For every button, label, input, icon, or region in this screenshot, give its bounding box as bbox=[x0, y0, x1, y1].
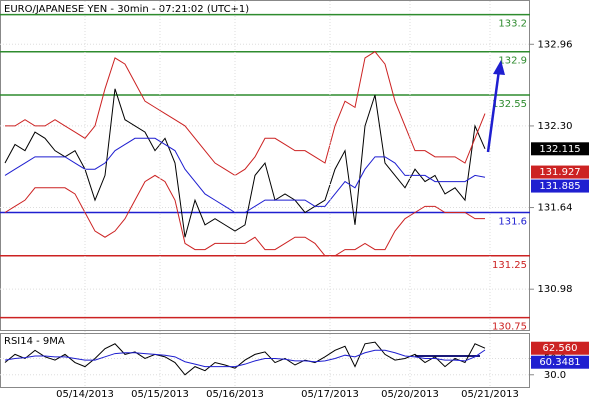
x-tick-label: 05/21/2013 bbox=[461, 389, 519, 400]
y-tick-label: 131.64 bbox=[538, 203, 573, 214]
chart-title: EURO/JAPANESE YEN - 30min - 07:21:02 (UT… bbox=[4, 4, 249, 15]
x-tick-label: 05/15/2013 bbox=[131, 389, 189, 400]
main-frame bbox=[0, 0, 530, 331]
value-box bbox=[531, 355, 589, 369]
arrow-shaft bbox=[486, 69, 501, 153]
x-tick-label: 05/17/2013 bbox=[301, 389, 359, 400]
series-line bbox=[4, 88, 486, 238]
rsi-title: RSI14 - 9MA bbox=[4, 336, 65, 347]
value-box-label: 62.560 bbox=[543, 343, 578, 354]
x-tick-label: 05/14/2013 bbox=[56, 389, 114, 400]
value-box bbox=[531, 179, 589, 193]
level-label: 131.25 bbox=[492, 260, 527, 271]
y-tick-label: 132.30 bbox=[538, 121, 573, 132]
y-tick-label: 130.98 bbox=[538, 284, 573, 295]
series-line bbox=[4, 137, 486, 213]
level-label: 132.9 bbox=[498, 56, 527, 67]
level-label: 130.75 bbox=[492, 322, 527, 333]
series-line bbox=[4, 341, 486, 376]
value-box-label: 60.3481 bbox=[539, 357, 580, 368]
value-box-label: 131.927 bbox=[539, 167, 580, 178]
y-tick-label: 132.96 bbox=[538, 39, 573, 50]
value-box bbox=[531, 165, 589, 179]
series-line bbox=[5, 51, 486, 176]
value-box-label: 131.885 bbox=[539, 181, 580, 192]
trend-arrow bbox=[486, 60, 505, 153]
rsi-frame bbox=[0, 333, 530, 388]
series-line bbox=[4, 174, 485, 257]
x-tick-label: 05/16/2013 bbox=[206, 389, 264, 400]
value-box bbox=[531, 341, 589, 355]
arrow-head bbox=[493, 60, 505, 75]
level-label: 132.55 bbox=[492, 99, 527, 110]
y-tick-label: 30.0 bbox=[544, 370, 566, 381]
series-line bbox=[4, 349, 486, 368]
value-box-label: 132.115 bbox=[539, 144, 580, 155]
x-tick-label: 05/20/2013 bbox=[381, 389, 439, 400]
level-label: 133.2 bbox=[498, 19, 527, 30]
level-label: 131.6 bbox=[498, 217, 527, 228]
value-box bbox=[531, 142, 589, 156]
